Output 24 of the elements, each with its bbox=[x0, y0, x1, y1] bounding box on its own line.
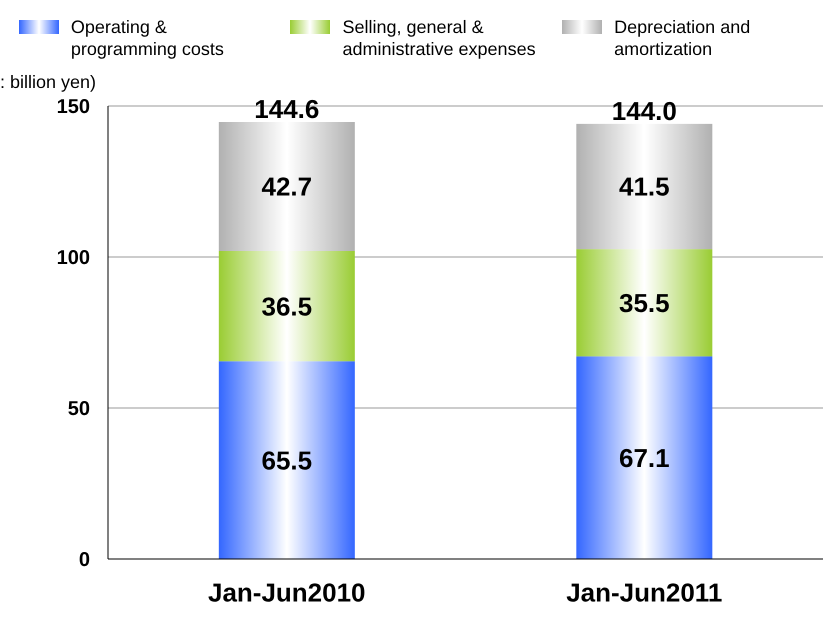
legend-label: Operating & programming costs bbox=[70, 16, 225, 60]
y-tick-label: 0 bbox=[78, 549, 90, 572]
total-label: 144.6 bbox=[254, 94, 320, 124]
bar bbox=[218, 250, 355, 362]
x-tick-label: Jan-Jun2011 bbox=[566, 577, 722, 608]
bar bbox=[218, 122, 355, 251]
bar bbox=[576, 124, 712, 250]
data-label: 42.7 bbox=[262, 172, 312, 202]
data-label: 65.5 bbox=[262, 445, 312, 476]
legend-label: Selling, general & administrative expenses bbox=[342, 16, 537, 60]
x-tick-label: Jan-Jun2010 bbox=[208, 577, 366, 608]
bar bbox=[218, 361, 355, 559]
data-label: 67.1 bbox=[619, 442, 670, 473]
data-label: 41.5 bbox=[619, 172, 670, 202]
data-label: 36.5 bbox=[262, 291, 312, 322]
legend-label: Depreciation and amortization bbox=[614, 16, 752, 60]
y-tick-label: 50 bbox=[68, 398, 90, 420]
y-tick-label: 100 bbox=[56, 247, 90, 270]
y-axis-title: : billion yen) bbox=[0, 72, 96, 93]
bar bbox=[576, 249, 712, 356]
bar bbox=[576, 356, 712, 559]
y-tick-label: 150 bbox=[56, 96, 90, 118]
total-label: 144.0 bbox=[612, 96, 677, 126]
data-label: 35.5 bbox=[619, 288, 670, 318]
